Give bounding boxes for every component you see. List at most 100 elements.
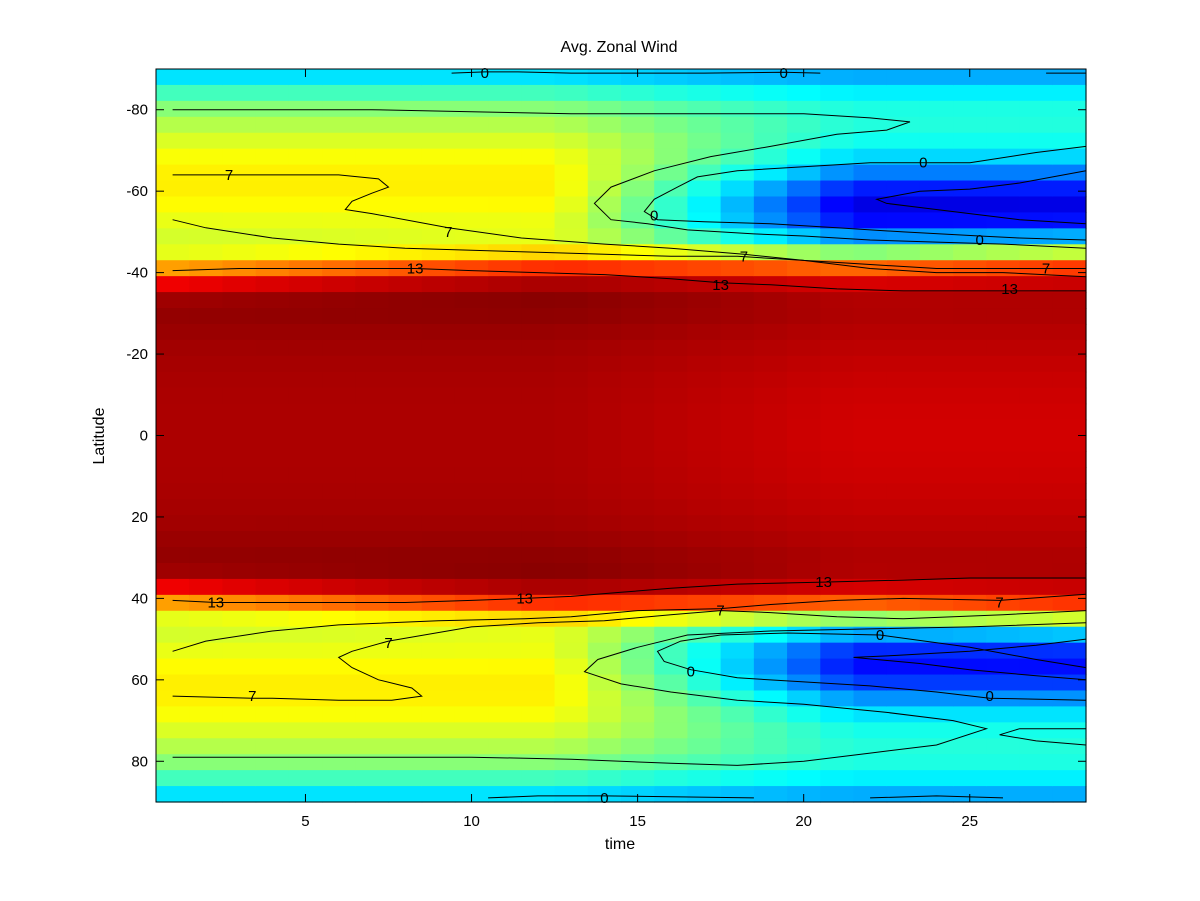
contour-label: 0 [919, 155, 927, 172]
heatmap-cell [554, 547, 589, 564]
heatmap-cell [587, 626, 622, 644]
heatmap-cell [255, 116, 290, 134]
heatmap-cell [355, 451, 390, 468]
heatmap-cell [654, 323, 689, 341]
heatmap-cell [654, 770, 689, 787]
heatmap-cell [521, 451, 556, 468]
heatmap-cell [853, 323, 888, 341]
heatmap-cell [521, 722, 556, 739]
contour-line-13 [172, 577, 1086, 603]
heatmap-cell [1019, 292, 1054, 309]
heatmap-cell [388, 116, 423, 134]
heatmap-cell [720, 658, 755, 676]
heatmap-cell [1052, 467, 1087, 484]
heatmap-cell [255, 626, 290, 644]
heatmap-cell [953, 244, 987, 261]
heatmap-cell [986, 562, 1021, 580]
heatmap-cell [886, 84, 921, 102]
y-tick-label: -20 [126, 346, 148, 363]
heatmap-cell [986, 84, 1021, 102]
heatmap-cell [488, 642, 522, 660]
heatmap-cell [156, 148, 190, 166]
heatmap-cell [222, 515, 257, 532]
heatmap-cell [1052, 116, 1087, 134]
heatmap-cell [654, 84, 689, 102]
heatmap-cell [222, 674, 257, 692]
heatmap-cell [156, 100, 190, 118]
heatmap-cell [720, 69, 755, 86]
heatmap-cell [787, 260, 821, 277]
heatmap-cell [953, 355, 987, 373]
heatmap-cell [919, 722, 954, 739]
heatmap-cell [255, 244, 290, 261]
heatmap-cell [554, 626, 589, 644]
heatmap-cell [521, 180, 556, 198]
heatmap-cell [587, 371, 622, 389]
heatmap-cell [554, 323, 589, 341]
heatmap-cell [621, 308, 655, 325]
heatmap-cell [654, 180, 689, 198]
heatmap-cell [787, 499, 821, 516]
heatmap-cell [355, 148, 390, 166]
heatmap-cell [720, 674, 755, 692]
heatmap-cell [720, 116, 755, 134]
heatmap-cell [222, 387, 257, 405]
heatmap-cell [421, 132, 456, 150]
heatmap-cell [554, 770, 589, 787]
heatmap-cell [953, 451, 987, 468]
heatmap-cell [189, 722, 224, 739]
heatmap-cell [621, 116, 655, 134]
heatmap-cell [853, 658, 888, 676]
heatmap-cell [355, 722, 390, 739]
heatmap-cell [820, 180, 855, 198]
heatmap-cell [720, 180, 755, 198]
heatmap-cell [587, 467, 622, 484]
heatmap-cell [521, 84, 556, 102]
heatmap-cell [621, 387, 655, 405]
heatmap-cell [654, 355, 689, 373]
heatmap-cell [853, 690, 888, 707]
heatmap-cell [222, 770, 257, 787]
heatmap-cell [986, 658, 1021, 676]
heatmap-cell [919, 451, 954, 468]
heatmap-cell [488, 276, 522, 293]
heatmap-cell [1052, 196, 1087, 214]
heatmap-cell [886, 244, 921, 261]
heatmap-cell [421, 738, 456, 755]
heatmap-cell [454, 451, 489, 468]
heatmap-cell [1019, 738, 1054, 755]
heatmap-cell [288, 132, 323, 150]
heatmap-cell [454, 594, 489, 612]
heatmap-cell [919, 276, 954, 293]
heatmap-cell [1019, 355, 1054, 373]
heatmap-cell [919, 531, 954, 548]
heatmap-cell [953, 419, 987, 437]
heatmap-cell [488, 132, 522, 150]
heatmap-cell [687, 180, 722, 198]
heatmap-cell [454, 180, 489, 198]
heatmap-cell [853, 674, 888, 692]
heatmap-cell [787, 770, 821, 787]
heatmap-cell [787, 403, 821, 421]
heatmap-cell [355, 84, 390, 102]
heatmap-cell [720, 690, 755, 707]
heatmap-cell [919, 100, 954, 118]
heatmap-cell [355, 738, 390, 755]
heatmap-cell [587, 722, 622, 739]
heatmap-cell [255, 531, 290, 548]
heatmap-cell [753, 180, 788, 198]
heatmap-cell [587, 706, 622, 723]
heatmap-cell [621, 562, 655, 580]
heatmap-cell [288, 754, 323, 771]
heatmap-cell [355, 483, 390, 500]
heatmap-cell [820, 467, 855, 484]
heatmap-cell [886, 355, 921, 373]
heatmap-cell [488, 371, 522, 389]
heatmap-cell [820, 435, 855, 453]
heatmap-cell [156, 196, 190, 214]
heatmap-cell [1019, 706, 1054, 723]
y-tick-label: 60 [131, 672, 148, 689]
heatmap-cell [421, 467, 456, 484]
heatmap-cell [787, 690, 821, 707]
heatmap-cell [222, 116, 257, 134]
